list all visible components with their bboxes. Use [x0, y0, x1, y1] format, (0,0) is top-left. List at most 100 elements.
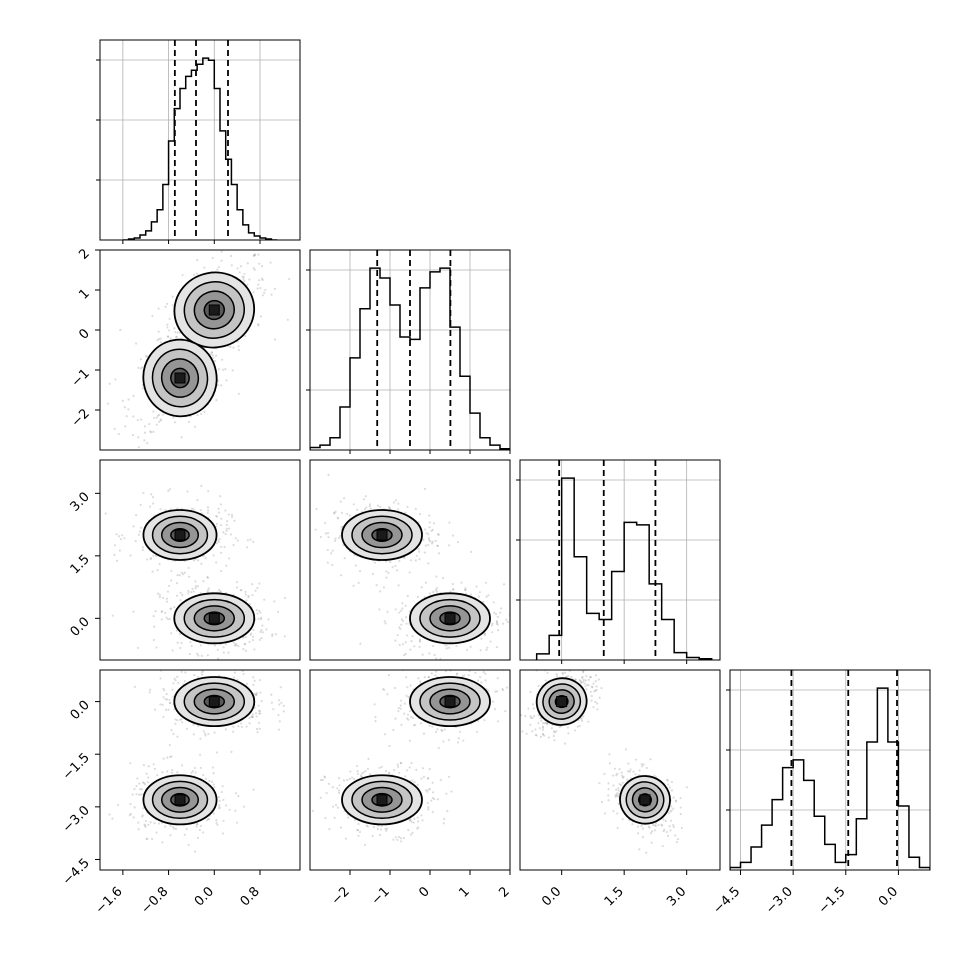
scatter-point	[196, 559, 200, 562]
scatter-point	[123, 464, 125, 466]
scatter-point	[484, 632, 487, 635]
scatter-point	[387, 571, 390, 574]
scatter-point	[495, 621, 499, 624]
scatter-point	[106, 402, 110, 405]
scatter-point	[190, 771, 193, 774]
scatter-point	[141, 366, 144, 369]
scatter-point	[145, 355, 148, 358]
scatter-point	[139, 793, 143, 796]
scatter-point	[410, 640, 413, 643]
scatter-point	[616, 794, 619, 797]
scatter-point	[397, 765, 400, 768]
scatter-point	[399, 707, 402, 710]
density-peak	[174, 372, 186, 384]
scatter-point	[192, 508, 195, 511]
scatter-point	[258, 709, 261, 712]
scatter-point	[255, 608, 258, 612]
scatter-point	[411, 716, 415, 720]
scatter-point	[222, 646, 225, 649]
scatter-point	[425, 532, 428, 535]
scatter-point	[369, 772, 372, 776]
y-tick-label: 2	[76, 246, 92, 262]
scatter-point	[595, 685, 598, 688]
scatter-point	[353, 777, 356, 781]
scatter-point	[670, 780, 674, 784]
scatter-point	[392, 838, 395, 841]
histogram-step	[122, 57, 278, 240]
scatter-point	[202, 579, 205, 583]
scatter-point	[187, 566, 190, 570]
scatter-point	[445, 792, 448, 795]
scatter-point	[139, 367, 143, 370]
scatter-point	[170, 569, 173, 573]
scatter-point	[180, 641, 183, 645]
scatter-point	[232, 730, 235, 733]
scatter-point	[210, 351, 213, 354]
scatter-point	[444, 670, 447, 673]
scatter-point	[442, 817, 446, 821]
scatter-point	[621, 774, 624, 777]
scatter-point	[416, 827, 419, 830]
scatter-point	[142, 764, 145, 767]
scatter-point	[258, 710, 262, 713]
scatter-point	[256, 287, 259, 290]
scatter-point	[337, 517, 340, 520]
scatter-point	[422, 775, 426, 778]
scatter-point	[371, 834, 374, 838]
scatter-point	[443, 728, 446, 731]
scatter-point	[180, 764, 184, 767]
scatter-point	[212, 783, 215, 786]
scatter-point	[158, 596, 162, 599]
scatter-point	[584, 685, 587, 688]
scatter-point	[356, 769, 359, 773]
scatter-point	[113, 427, 116, 430]
scatter-point	[127, 398, 130, 401]
scatter-point	[396, 508, 400, 511]
scatter-point	[203, 410, 206, 414]
scatter-point	[615, 794, 618, 797]
contours	[341, 509, 491, 645]
panel-3-2: 0.0 1.5 3.0	[519, 669, 721, 909]
scatter-point	[170, 632, 173, 635]
scatter-point	[546, 671, 549, 674]
panel-2-0: 0.01.53.0	[68, 459, 301, 661]
scatter-point	[642, 763, 645, 766]
scatter-point	[496, 623, 499, 626]
scatter-point	[260, 700, 263, 703]
scatter-point	[129, 812, 133, 816]
scatter-point	[153, 822, 156, 825]
scatter-point	[388, 744, 391, 748]
scatter-point	[145, 355, 149, 358]
contour-line	[173, 676, 256, 728]
scatter-point	[253, 648, 256, 651]
scatter-point	[409, 818, 412, 821]
scatter-point	[464, 588, 467, 591]
scatter-point	[136, 646, 139, 649]
scatter-point	[224, 532, 227, 536]
scatter-point	[261, 294, 265, 297]
contour-line	[625, 781, 665, 819]
scatter-point	[184, 671, 187, 674]
scatter-point	[439, 657, 442, 660]
scatter-point	[141, 387, 145, 390]
contour-line	[548, 689, 575, 715]
scatter-point	[228, 557, 231, 560]
scatter-point	[187, 589, 190, 593]
scatter-point	[356, 829, 359, 832]
scatter-point	[196, 836, 200, 839]
scatter-point	[218, 588, 221, 592]
scatter-point	[247, 594, 250, 598]
scatter-point	[117, 535, 121, 538]
scatter-point	[331, 805, 335, 808]
scatter-point	[537, 722, 540, 725]
scatter-point	[231, 515, 234, 519]
scatter-point	[196, 258, 199, 262]
scatter-point	[224, 368, 227, 371]
scatter-point	[259, 691, 262, 694]
scatter-point	[135, 342, 138, 345]
scatter-point	[199, 665, 201, 667]
scatter-point	[339, 826, 343, 829]
scatter-point	[140, 788, 144, 791]
scatter-point	[478, 591, 481, 594]
scatter-point	[181, 721, 184, 724]
